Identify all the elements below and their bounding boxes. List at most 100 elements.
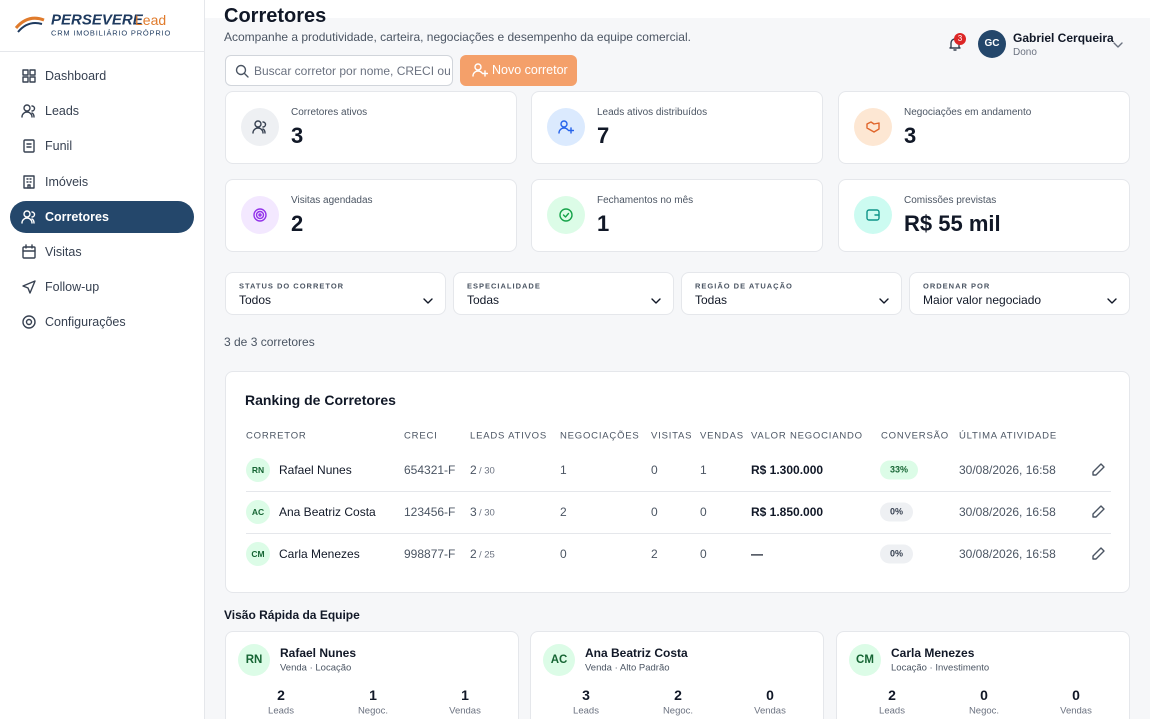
filter-chevron (648, 293, 664, 309)
stat-label: Comissões previstas (904, 195, 997, 206)
filter-chevron (1104, 293, 1120, 309)
column-header: CORRETOR (246, 430, 307, 442)
nav-label: Configurações (45, 315, 126, 330)
creci: 654321-F (404, 463, 456, 477)
stat-label: Corretores ativos (291, 107, 368, 118)
nav-item[interactable]: Leads (10, 95, 194, 127)
stat-glyph (558, 207, 574, 223)
nav-label: Corretores (45, 209, 109, 224)
team-stat-label: Vendas (754, 705, 786, 717)
stat-label: Leads ativos distribuídos (597, 107, 708, 118)
nav-item[interactable]: Visitas (10, 236, 194, 268)
divider (0, 51, 205, 52)
visits: 0 (651, 463, 658, 477)
row-divider (246, 533, 1111, 534)
filter-select[interactable]: REGIÃO DE ATUAÇÃO Todas (681, 272, 902, 315)
last-activity: 30/08/2026, 16:58 (959, 505, 1056, 519)
sidebar: PERSEVERE Lead CRM IMOBILIÁRIO PRÓPRIO Dash… (0, 0, 205, 719)
column-header: ÚLTIMA ATIVIDADE (959, 430, 1057, 442)
team-tags: Venda · Alto Padrão (585, 662, 670, 674)
column-header: CONVERSÃO (881, 430, 949, 442)
stat-card: Negociações em andamento 3 (838, 91, 1130, 164)
conversion-pill: 0% (880, 502, 914, 522)
stat-card: Visitas agendadas 2 (225, 179, 517, 252)
stat-value: 1 (597, 211, 610, 236)
nav-icon (21, 103, 37, 119)
last-activity: 30/08/2026, 16:58 (959, 547, 1056, 561)
ranking-title: Ranking de Corretores (245, 392, 396, 408)
stat-label: Visitas agendadas (291, 195, 373, 206)
stat-glyph (252, 119, 268, 135)
nav-item[interactable]: Funil (10, 130, 194, 162)
team-stat-label: Leads (573, 705, 599, 717)
new-broker-button[interactable]: Novo corretor (460, 55, 577, 86)
nav-item[interactable]: Imóveis (10, 166, 194, 198)
quick-title: Visão Rápida da Equipe (224, 608, 360, 622)
negotiating-value: R$ 1.850.000 (751, 505, 824, 519)
stat-glyph (865, 119, 881, 135)
filter-select[interactable]: STATUS DO CORRETOR Todos (225, 272, 446, 315)
creci: 998877-F (404, 547, 456, 561)
team-stat-value: 2 (888, 687, 896, 703)
broker-name: Carla Menezes (279, 547, 360, 561)
broker-name: Ana Beatriz Costa (279, 505, 376, 519)
leads-max: / 30 (479, 507, 495, 519)
result-count: 3 de 3 corretores (224, 335, 315, 349)
edit-button[interactable] (1090, 546, 1106, 562)
nav-item[interactable]: Dashboard (10, 60, 194, 92)
nav-item[interactable]: Configurações (10, 306, 194, 338)
stat-icon (547, 196, 585, 234)
filter-select[interactable]: ESPECIALIDADE Todas (453, 272, 674, 315)
team-stat-value: 3 (582, 687, 590, 703)
team-card: RN Rafael Nunes Venda · Locação 2 Leads 1 Nego… (225, 631, 519, 719)
team-stat-label: Leads (879, 705, 905, 717)
team-stat-value: 0 (1072, 687, 1080, 703)
edit-button[interactable] (1090, 504, 1106, 520)
nav-label: Visitas (45, 244, 82, 259)
stat-value: R$ 55 mil (904, 211, 1001, 236)
column-header: VALOR NEGOCIANDO (751, 430, 863, 442)
search-input[interactable]: Buscar corretor por nome, CRECI ou (225, 55, 453, 86)
stat-icon (241, 108, 279, 146)
team-stat-label: Vendas (449, 705, 481, 717)
nav-icon (21, 244, 37, 260)
row-avatar: AC (246, 500, 270, 524)
stat-card: Comissões previstas R$ 55 mil (838, 179, 1130, 252)
filter-select[interactable]: ORDENAR POR Maior valor negociado (909, 272, 1130, 315)
stat-label: Fechamentos no mês (597, 195, 694, 206)
filter-chevron (876, 293, 892, 309)
nav-item[interactable]: Follow-up (10, 271, 194, 303)
nav-item[interactable]: Corretores (10, 200, 194, 233)
team-stat-value: 1 (369, 687, 377, 703)
user-role: Dono (1013, 47, 1037, 58)
stat-glyph (865, 207, 881, 223)
negotiating-value: — (751, 547, 763, 561)
sales: 1 (700, 463, 707, 477)
team-avatar: RN (238, 644, 270, 676)
edit-button[interactable] (1090, 462, 1106, 478)
team-tags: Locação · Investimento (891, 662, 990, 674)
nav-icon (21, 279, 37, 295)
filter-value: Todos (239, 293, 272, 307)
filter-chevron (420, 293, 436, 309)
last-activity: 30/08/2026, 16:58 (959, 463, 1056, 477)
column-header: NEGOCIAÇÕES (560, 430, 640, 442)
stat-card: Leads ativos distribuídos 7 (531, 91, 823, 164)
stat-icon (854, 196, 892, 234)
team-stat-value: 2 (277, 687, 285, 703)
user-menu-chevron[interactable] (1110, 37, 1126, 53)
filter-label: STATUS DO CORRETOR (239, 281, 345, 291)
broker-name: Rafael Nunes (279, 463, 352, 477)
column-header: LEADS ATIVOS (470, 430, 548, 442)
nav-icon (21, 314, 37, 330)
team-stat-value: 2 (674, 687, 682, 703)
team-name: Rafael Nunes (280, 646, 357, 660)
team-card: AC Ana Beatriz Costa Venda · Alto Padrão 3 L… (530, 631, 824, 719)
stat-icon (854, 108, 892, 146)
nav-label: Imóveis (45, 174, 89, 189)
conversion-pill: 0% (880, 544, 914, 564)
team-stat-label: Vendas (1060, 705, 1092, 717)
page-title: Corretores (224, 5, 327, 27)
nav-icon (21, 138, 37, 154)
